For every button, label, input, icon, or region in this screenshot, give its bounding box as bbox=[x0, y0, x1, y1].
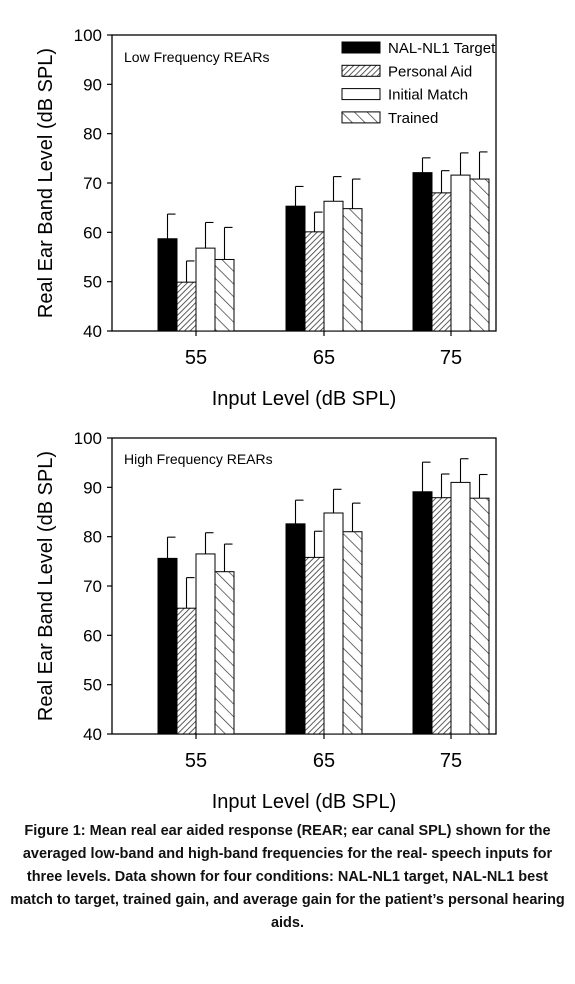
x-tick-label: 65 bbox=[313, 347, 335, 369]
y-tick-label: 70 bbox=[83, 174, 102, 193]
bar bbox=[450, 174, 471, 332]
bar bbox=[323, 512, 344, 735]
y-tick-label: 50 bbox=[83, 273, 102, 292]
y-tick-label: 60 bbox=[83, 223, 102, 242]
bar bbox=[412, 491, 433, 735]
bar bbox=[285, 523, 306, 735]
x-tick-label: 65 bbox=[313, 750, 335, 772]
bar bbox=[157, 557, 178, 735]
x-tick-label: 75 bbox=[440, 347, 462, 369]
low-frequency-chart: 40 50 60 70 80 90 100 55 65 75 Input Level (dB SPL… bbox=[35, 26, 497, 410]
x-axis-label: Input Level (dB SPL) bbox=[212, 388, 397, 410]
bar bbox=[342, 208, 363, 332]
y-tick-label: 90 bbox=[83, 75, 102, 94]
y-tick-label: 40 bbox=[83, 322, 102, 341]
bar bbox=[157, 238, 178, 332]
bar bbox=[304, 231, 325, 332]
y-axis-label: Real Ear Band Level (dB SPL) bbox=[35, 451, 57, 721]
bar bbox=[176, 607, 197, 735]
bar bbox=[195, 553, 216, 735]
bar bbox=[450, 481, 471, 735]
bar bbox=[431, 192, 452, 332]
bar bbox=[342, 531, 363, 735]
legend-label: NAL-NL1 Target bbox=[388, 40, 496, 57]
x-tick-label: 55 bbox=[185, 750, 207, 772]
bar bbox=[214, 571, 235, 735]
chart-title: High Frequency REARs bbox=[124, 451, 273, 467]
bar bbox=[469, 497, 490, 735]
bar bbox=[195, 247, 216, 332]
y-tick-label: 40 bbox=[83, 725, 102, 744]
y-axis-label: Real Ear Band Level (dB SPL) bbox=[35, 48, 57, 318]
legend-swatch bbox=[341, 88, 381, 101]
chart-title: Low Frequency REARs bbox=[124, 49, 270, 65]
x-axis-label: Input Level (dB SPL) bbox=[212, 791, 397, 813]
y-tick-label: 60 bbox=[83, 626, 102, 645]
x-tick-label: 75 bbox=[440, 750, 462, 772]
bar bbox=[323, 200, 344, 332]
y-tick-label: 100 bbox=[74, 429, 102, 448]
high-frequency-chart: 40 50 60 70 80 90 100 55 65 75 Input Level (dB SPL… bbox=[35, 429, 497, 813]
bar bbox=[214, 258, 235, 332]
legend-swatch bbox=[341, 64, 381, 77]
bar bbox=[304, 556, 325, 735]
bar bbox=[285, 205, 306, 332]
y-tick-label: 90 bbox=[83, 478, 102, 497]
y-tick-label: 80 bbox=[83, 528, 102, 547]
bar bbox=[176, 281, 197, 332]
bar bbox=[431, 497, 452, 735]
x-tick-label: 55 bbox=[185, 347, 207, 369]
legend-label: Trained bbox=[388, 110, 438, 127]
y-tick-label: 80 bbox=[83, 125, 102, 144]
bar bbox=[469, 178, 490, 332]
bar bbox=[412, 172, 433, 332]
y-tick-label: 70 bbox=[83, 577, 102, 596]
legend-swatch bbox=[341, 111, 381, 124]
legend-label: Personal Aid bbox=[388, 63, 472, 80]
figure-caption: Figure 1: Mean real ear aided response (… bbox=[10, 823, 565, 931]
y-tick-label: 50 bbox=[83, 676, 102, 695]
legend-label: Initial Match bbox=[388, 87, 468, 104]
y-tick-label: 100 bbox=[74, 26, 102, 45]
legend-swatch bbox=[341, 41, 381, 54]
